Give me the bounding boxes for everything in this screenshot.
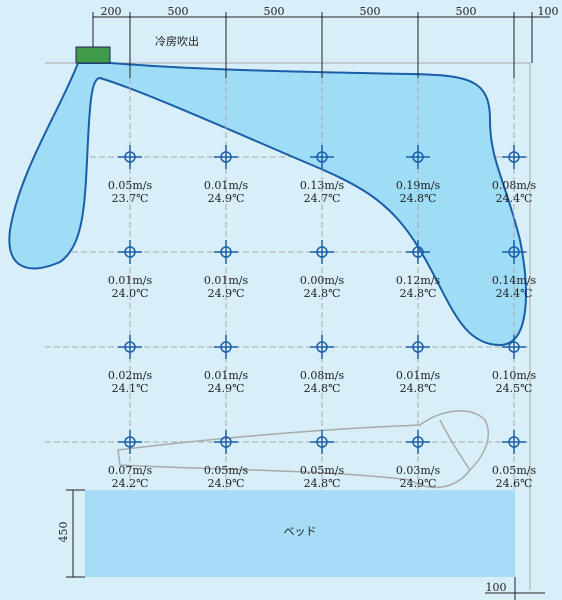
marker bbox=[124, 341, 136, 353]
temperature: 24.5℃ bbox=[496, 382, 533, 395]
marker bbox=[508, 151, 520, 163]
velocity: 0.05m/s bbox=[300, 464, 345, 477]
temperature: 24.8℃ bbox=[400, 287, 437, 300]
velocity: 0.14m/s bbox=[492, 274, 537, 287]
temperature: 24.2℃ bbox=[112, 477, 149, 490]
marker bbox=[220, 246, 232, 258]
grid bbox=[45, 62, 531, 590]
marker bbox=[124, 151, 136, 163]
dim-label: 500 bbox=[168, 5, 189, 18]
temperature: 24.7℃ bbox=[304, 192, 341, 205]
velocity: 0.01m/s bbox=[396, 369, 441, 382]
marker bbox=[412, 151, 424, 163]
velocity: 0.08m/s bbox=[492, 179, 537, 192]
velocity: 0.05m/s bbox=[204, 464, 249, 477]
velocity: 0.02m/s bbox=[108, 369, 153, 382]
temperature: 24.9℃ bbox=[208, 382, 245, 395]
marker bbox=[220, 151, 232, 163]
velocity: 0.00m/s bbox=[300, 274, 345, 287]
marker bbox=[220, 436, 232, 448]
bottom-dimension-label: 100 bbox=[486, 581, 507, 594]
bottom-dimension bbox=[485, 577, 545, 600]
marker bbox=[508, 341, 520, 353]
marker bbox=[316, 151, 328, 163]
velocity: 0.12m/s bbox=[396, 274, 441, 287]
temperature: 23.7℃ bbox=[112, 192, 149, 205]
dim-label: 200 bbox=[101, 5, 122, 18]
person bbox=[117, 410, 490, 489]
bed bbox=[85, 490, 515, 577]
temperature: 24.4℃ bbox=[496, 287, 533, 300]
temperature: 24.8℃ bbox=[304, 382, 341, 395]
velocity: 0.08m/s bbox=[300, 369, 345, 382]
dim-label: 500 bbox=[456, 5, 477, 18]
temperature: 24.9℃ bbox=[208, 287, 245, 300]
marker bbox=[412, 341, 424, 353]
velocity: 0.01m/s bbox=[108, 274, 153, 287]
temperature: 24.4℃ bbox=[496, 192, 533, 205]
marker bbox=[316, 246, 328, 258]
bed-label: ベッド bbox=[284, 525, 317, 538]
marker bbox=[220, 341, 232, 353]
velocity: 0.10m/s bbox=[492, 369, 537, 382]
marker bbox=[508, 246, 520, 258]
marker bbox=[316, 436, 328, 448]
temperature: 24.9℃ bbox=[400, 477, 437, 490]
marker bbox=[124, 246, 136, 258]
velocity: 0.05m/s bbox=[492, 464, 537, 477]
velocity: 0.01m/s bbox=[204, 274, 249, 287]
outlet-label: 冷房吹出 bbox=[155, 34, 199, 48]
velocity: 0.01m/s bbox=[204, 369, 249, 382]
temperature: 24.8℃ bbox=[304, 287, 341, 300]
temperature: 24.8℃ bbox=[400, 192, 437, 205]
marker bbox=[508, 436, 520, 448]
temperature: 24.8℃ bbox=[304, 477, 341, 490]
temperature: 24.0℃ bbox=[112, 287, 149, 300]
marker bbox=[316, 341, 328, 353]
velocity: 0.03m/s bbox=[396, 464, 441, 477]
marker bbox=[124, 436, 136, 448]
velocity: 0.13m/s bbox=[300, 179, 345, 192]
velocity: 0.01m/s bbox=[204, 179, 249, 192]
airflow bbox=[8, 62, 527, 347]
dim-label: 100 bbox=[538, 5, 559, 18]
temperature: 24.8℃ bbox=[400, 382, 437, 395]
marker bbox=[412, 246, 424, 258]
outlet bbox=[75, 46, 111, 64]
temperature: 24.9℃ bbox=[208, 477, 245, 490]
velocity: 0.05m/s bbox=[108, 179, 153, 192]
side-dimension bbox=[66, 489, 85, 578]
marker bbox=[412, 436, 424, 448]
side-dimension-label: 450 bbox=[57, 522, 70, 543]
velocity: 0.07m/s bbox=[108, 464, 153, 477]
dim-label: 500 bbox=[360, 5, 381, 18]
velocity: 0.19m/s bbox=[396, 179, 441, 192]
temperature: 24.1℃ bbox=[112, 382, 149, 395]
temperature: 24.6℃ bbox=[496, 477, 533, 490]
dim-label: 500 bbox=[264, 5, 285, 18]
temperature: 24.9℃ bbox=[208, 192, 245, 205]
